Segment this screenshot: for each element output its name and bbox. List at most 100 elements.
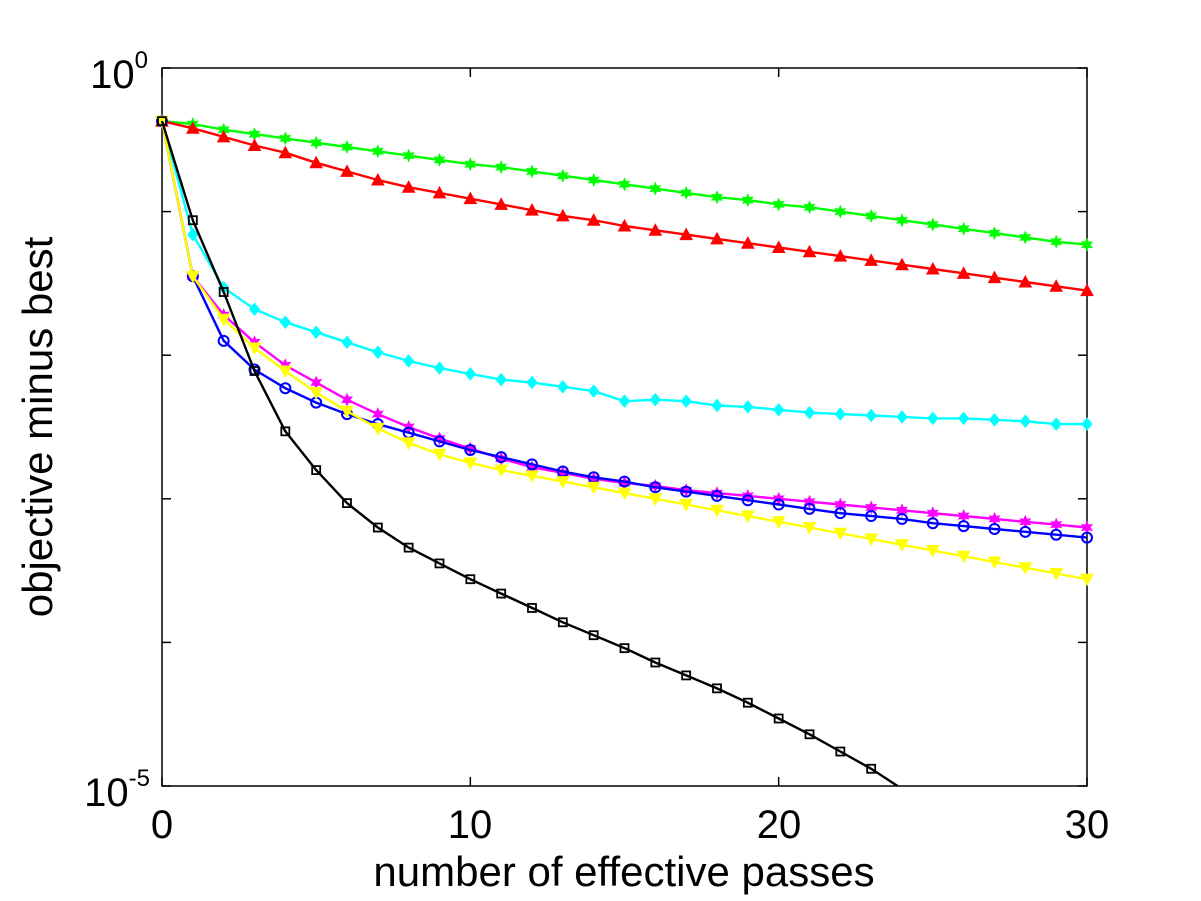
data-point-red-6: [340, 164, 354, 177]
data-point-yellow-7: [370, 422, 385, 436]
data-point-cyan-20: [773, 402, 785, 417]
data-point-cyan-28: [1019, 414, 1031, 429]
data-point-green-22: [834, 204, 847, 219]
data-point-blue-15: [618, 475, 631, 488]
data-point-blue-21: [803, 502, 816, 515]
data-point-yellow-16: [648, 493, 663, 506]
series-black: [157, 116, 899, 788]
data-point-red-27: [987, 270, 1002, 284]
data-point-yellow-26: [956, 550, 971, 564]
data-point-green-21: [803, 200, 816, 215]
data-point-black-17: [681, 670, 692, 681]
data-point-blue-11: [495, 451, 508, 464]
data-point-red-5: [309, 155, 324, 169]
data-point-yellow-10: [463, 457, 478, 470]
data-point-black-8: [403, 542, 414, 553]
data-point-yellow-25: [925, 544, 940, 558]
data-point-cyan-16: [649, 392, 661, 407]
y-tick-label-top: 100: [90, 47, 148, 97]
data-point-blue-22: [834, 507, 847, 520]
data-point-blue-27: [988, 522, 1001, 535]
data-point-magenta-23: [865, 500, 878, 515]
data-point-blue-30: [1081, 531, 1093, 544]
data-point-black-20: [773, 713, 784, 724]
data-point-yellow-24: [895, 539, 909, 552]
data-point-yellow-6: [340, 405, 354, 419]
data-point-cyan-10: [464, 367, 476, 381]
x-axis-label: number of effective passes: [373, 848, 874, 895]
data-point-yellow-8: [401, 437, 416, 450]
data-point-cyan-23: [865, 408, 877, 423]
data-point-cyan-17: [680, 394, 692, 408]
data-point-green-20: [772, 197, 785, 212]
data-point-red-4: [278, 145, 293, 159]
data-point-red-21: [802, 244, 817, 258]
data-point-red-3: [247, 138, 262, 152]
series-line-blue: [160, 120, 1088, 539]
data-point-cyan-21: [803, 405, 816, 420]
data-point-red-14: [586, 213, 601, 226]
data-point-yellow-14: [586, 481, 601, 495]
data-point-blue-26: [957, 520, 970, 533]
data-point-yellow-1: [185, 270, 200, 284]
data-point-yellow-2: [216, 313, 231, 327]
data-point-blue-4: [279, 382, 292, 395]
data-point-cyan-5: [310, 325, 322, 340]
data-point-red-30: [1080, 283, 1094, 297]
data-point-green-6: [340, 140, 354, 154]
data-point-black-16: [650, 657, 661, 668]
data-point-blue-24: [896, 512, 908, 525]
data-point-red-9: [432, 185, 447, 199]
data-point-yellow-13: [555, 476, 570, 489]
data-point-green-23: [865, 208, 878, 223]
data-point-magenta-24: [895, 503, 909, 518]
data-point-red-25: [925, 261, 940, 275]
data-point-cyan-27: [988, 413, 1001, 427]
y-axis-label: objective minus best: [14, 236, 61, 617]
data-point-yellow-11: [494, 464, 509, 478]
data-point-yellow-5: [309, 387, 324, 400]
data-point-red-2: [216, 129, 231, 143]
data-point-black-12: [527, 603, 537, 613]
data-point-cyan-8: [403, 354, 415, 368]
data-point-green-15: [618, 177, 631, 192]
data-point-green-18: [710, 190, 724, 205]
data-point-green-11: [495, 160, 508, 175]
data-point-black-21: [804, 729, 815, 740]
data-point-blue-2: [217, 334, 230, 347]
data-point-yellow-3: [247, 342, 262, 356]
data-point-black-5: [311, 465, 322, 475]
data-point-red-12: [525, 203, 539, 216]
plot-area: [161, 67, 1088, 787]
data-point-blue-23: [865, 510, 878, 523]
data-point-red-18: [710, 231, 724, 245]
data-point-green-19: [741, 193, 754, 208]
data-point-blue-16: [649, 481, 662, 494]
data-point-black-11: [496, 588, 507, 599]
data-point-black-14: [588, 630, 599, 641]
data-point-green-12: [525, 164, 539, 179]
data-point-yellow-21: [802, 522, 817, 535]
data-point-yellow-15: [617, 487, 632, 501]
data-point-blue-10: [464, 443, 477, 456]
data-point-green-17: [680, 185, 693, 200]
data-point-red-17: [679, 227, 694, 241]
data-point-cyan-15: [618, 394, 631, 408]
data-point-yellow-20: [771, 516, 786, 529]
data-point-cyan-25: [927, 411, 939, 426]
data-point-green-4: [279, 131, 292, 146]
x-tick-label-30: 30: [1065, 803, 1110, 847]
y-tick-label-bottom: 10-5: [84, 765, 150, 815]
data-point-cyan-11: [495, 372, 507, 387]
data-point-green-27: [988, 226, 1001, 241]
axis-ticks: [161, 67, 1088, 787]
data-point-magenta-22: [834, 497, 847, 512]
data-point-green-7: [371, 144, 384, 159]
data-point-green-16: [649, 181, 662, 196]
data-point-black-3: [249, 366, 260, 376]
data-point-red-22: [833, 249, 848, 262]
data-point-green-28: [1019, 230, 1032, 245]
data-point-cyan-9: [433, 361, 446, 375]
data-point-black-15: [619, 643, 630, 654]
data-point-magenta-9: [433, 431, 446, 446]
